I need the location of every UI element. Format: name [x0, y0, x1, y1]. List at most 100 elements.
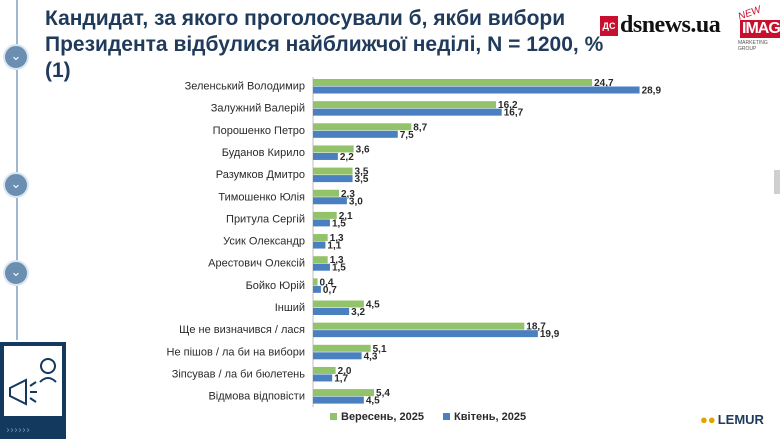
- category-label: Усик Олександр: [223, 236, 305, 248]
- legend-label: Квітень, 2025: [454, 411, 527, 423]
- category-label: Буданов Кирило: [222, 147, 305, 159]
- data-label: 18,7: [526, 322, 546, 333]
- bar-april: [313, 285, 321, 293]
- data-label: 3,0: [349, 196, 363, 207]
- bar-september: [313, 389, 375, 397]
- data-label: 2,2: [340, 152, 354, 163]
- left-rail: ⌄ ⌄ ⌄: [0, 0, 34, 439]
- data-label: 19,9: [540, 329, 560, 340]
- data-label: 1,3: [330, 233, 344, 244]
- bar-september: [313, 211, 337, 219]
- category-label: Бойко Юрій: [246, 280, 305, 292]
- data-label: 16,2: [498, 100, 518, 111]
- bar-september: [313, 145, 354, 153]
- bar-september: [313, 101, 497, 109]
- data-label: 1,5: [332, 218, 346, 229]
- lemur-logo: ●● LEMUR: [700, 412, 764, 427]
- category-label: Відмова відповісти: [208, 391, 305, 403]
- bar-september: [313, 322, 525, 330]
- bar-september: [313, 278, 318, 286]
- dsnews-wordmark: dsnews.ua: [620, 12, 721, 38]
- bar-april: [313, 330, 538, 338]
- chevron-down-icon[interactable]: ⌄: [3, 44, 29, 70]
- bar-september: [313, 189, 339, 197]
- image-subtitle: MARKETING GROUP: [738, 40, 768, 52]
- bar-september: [313, 344, 371, 352]
- data-label: 1,3: [330, 255, 344, 266]
- megaphone-icon: [9, 358, 57, 406]
- data-label: 2,0: [338, 366, 352, 377]
- bar-april: [313, 308, 350, 315]
- category-label: Залужний Валерій: [211, 103, 305, 115]
- svg-text:››››››: ››››››: [6, 425, 30, 436]
- bar-april: [313, 197, 347, 205]
- category-label: Порошенко Петро: [213, 125, 305, 137]
- bar-september: [313, 123, 412, 131]
- bar-september: [313, 167, 353, 175]
- legend-label: Вересень, 2025: [341, 411, 424, 423]
- scroll-handle[interactable]: [774, 170, 780, 194]
- data-label: 1,7: [334, 373, 348, 384]
- category-label: Разумков Дмитро: [216, 169, 305, 181]
- category-label: Зіпсував / ла би бюлетень: [172, 368, 306, 380]
- promo-panel: [4, 346, 62, 416]
- data-label: 0,4: [320, 277, 334, 288]
- category-label: Тимошенко Юлія: [218, 191, 305, 203]
- data-label: 2,1: [339, 211, 353, 222]
- bar-september: [313, 300, 364, 308]
- data-label: 4,5: [366, 396, 380, 407]
- bar-september: [313, 366, 336, 374]
- bar-april: [313, 108, 502, 116]
- data-label: 16,7: [504, 108, 524, 119]
- legend-swatch: [443, 413, 451, 420]
- data-label: 1,1: [327, 241, 341, 252]
- category-label: Притула Сергій: [226, 213, 305, 225]
- chevron-down-icon[interactable]: ⌄: [3, 260, 29, 286]
- bar-april: [313, 130, 398, 138]
- legend-item-april: Квітень, 2025: [443, 411, 526, 423]
- bar-april: [313, 396, 364, 404]
- chevron-down-icon[interactable]: ⌄: [3, 172, 29, 198]
- chevron-stripes-icon: ››››››: [6, 425, 30, 436]
- bar-april: [313, 352, 362, 360]
- image-logo: NEW IMAGE MARKETING GROUP: [737, 4, 780, 52]
- data-label: 4,5: [366, 300, 380, 311]
- bar-september: [313, 79, 593, 86]
- lemur-eyes-icon: ●●: [700, 412, 716, 427]
- data-label: 3,6: [356, 144, 370, 155]
- data-label: 24,7: [594, 78, 614, 89]
- data-label: 5,1: [373, 344, 387, 355]
- data-label: 5,4: [376, 388, 390, 399]
- data-label: 0,7: [323, 285, 337, 296]
- lemur-wordmark: LEMUR: [717, 412, 764, 427]
- legend: Вересень, 2025 Квітень, 2025: [330, 411, 542, 423]
- data-label: 28,9: [642, 86, 662, 97]
- data-label: 1,5: [332, 263, 346, 274]
- promo-box: ››››››: [0, 342, 66, 439]
- legend-item-september: Вересень, 2025: [330, 411, 424, 423]
- chart-title: Кандидат, за якого проголосували б, якби…: [45, 7, 604, 82]
- dsnews-badge: ДС: [600, 16, 618, 36]
- category-label: Інший: [275, 302, 305, 314]
- rail-line: [16, 0, 18, 340]
- dsnews-logo[interactable]: ДС dsnews.ua NEW IMAGE MARKETING GROUP: [600, 4, 780, 52]
- bar-april: [313, 241, 326, 249]
- category-label: Зеленський Володимир: [185, 81, 305, 93]
- image-wordmark: IMAGE: [740, 20, 780, 38]
- category-label: Не пішов / ла би на вибори: [167, 346, 305, 358]
- bar-april: [313, 175, 353, 183]
- data-label: 7,5: [400, 130, 414, 141]
- bar-september: [313, 256, 328, 264]
- bar-september: [313, 234, 328, 242]
- data-label: 8,7: [413, 122, 427, 133]
- bar-april: [313, 263, 330, 271]
- bar-april: [313, 219, 330, 227]
- bar-april: [313, 86, 640, 94]
- data-label: 3,2: [351, 307, 365, 318]
- category-label: Арестович Олексій: [208, 258, 305, 270]
- legend-swatch: [330, 413, 337, 420]
- data-label: 2,3: [341, 189, 355, 200]
- bar-april: [313, 152, 338, 160]
- data-label: 4,3: [364, 351, 378, 362]
